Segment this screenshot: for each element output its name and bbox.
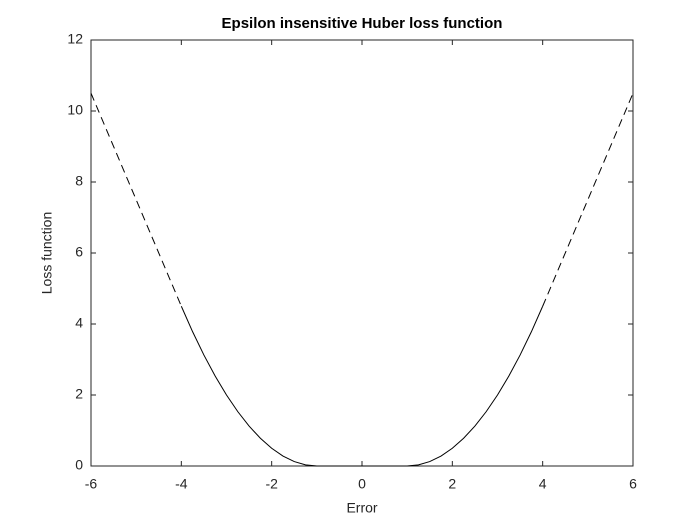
x-tick-label: 2 [448, 476, 456, 492]
chart-title: Epsilon insensitive Huber loss function [222, 15, 503, 32]
x-axis-label: Error [346, 500, 377, 516]
y-tick-label: 0 [75, 457, 83, 473]
x-tick-label: -4 [175, 476, 188, 492]
y-tick-label: 12 [67, 31, 83, 47]
y-tick-label: 6 [75, 244, 83, 260]
x-tick-label: -2 [265, 476, 278, 492]
x-tick-label: -6 [85, 476, 98, 492]
x-tick-label: 6 [629, 476, 637, 492]
y-tick-label: 8 [75, 173, 83, 189]
line-series [180, 306, 544, 467]
y-tick-label: 2 [75, 386, 83, 402]
x-tick-label: 0 [358, 476, 366, 492]
y-tick-label: 10 [67, 102, 83, 118]
x-tick-label: 4 [539, 476, 547, 492]
y-axis-label: Loss function [39, 212, 55, 295]
y-tick-label: 4 [75, 315, 83, 331]
